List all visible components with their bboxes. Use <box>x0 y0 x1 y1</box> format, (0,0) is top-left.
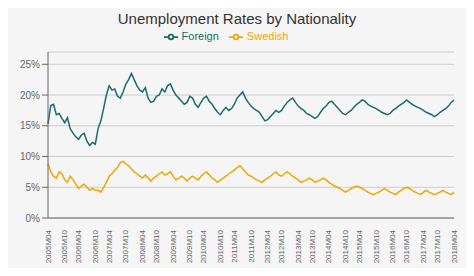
svg-text:2010M04: 2010M04 <box>199 229 208 263</box>
svg-text:20%: 20% <box>20 90 40 101</box>
svg-text:2017M10: 2017M10 <box>433 229 442 263</box>
svg-text:25%: 25% <box>20 59 40 70</box>
svg-text:2009M10: 2009M10 <box>185 229 194 263</box>
svg-text:2008M04: 2008M04 <box>138 229 147 263</box>
svg-text:2010M10: 2010M10 <box>216 229 225 263</box>
svg-text:2005M04: 2005M04 <box>44 229 53 263</box>
svg-text:2011M04: 2011M04 <box>230 229 239 262</box>
html-text:Swedish: Swedish <box>246 30 289 42</box>
svg-text:2011M10: 2011M10 <box>247 229 256 262</box>
svg-text:2007M04: 2007M04 <box>105 229 114 263</box>
svg-text:2006M10: 2006M10 <box>91 229 100 263</box>
svg-text:2014M10: 2014M10 <box>341 229 350 263</box>
svg-text:2015M10: 2015M10 <box>372 229 381 263</box>
svg-text:2007M10: 2007M10 <box>121 229 130 263</box>
svg-text:2016M04: 2016M04 <box>388 229 397 263</box>
html-text:Foreign: Foreign <box>181 30 219 42</box>
svg-text:2018M04: 2018M04 <box>450 229 459 263</box>
svg-text:2017M04: 2017M04 <box>419 229 428 263</box>
svg-text:2013M04: 2013M04 <box>294 229 303 263</box>
svg-text:10%: 10% <box>20 151 40 162</box>
html-text:Unemployment Rates by National: Unemployment Rates by Nationality <box>117 10 357 27</box>
svg-text:0%: 0% <box>26 213 41 224</box>
svg-text:2015M04: 2015M04 <box>355 229 364 263</box>
svg-text:2009M04: 2009M04 <box>169 229 178 263</box>
svg-text:2008M10: 2008M10 <box>152 229 161 263</box>
svg-text:2016M10: 2016M10 <box>402 229 411 263</box>
svg-text:2012M04: 2012M04 <box>263 229 272 263</box>
svg-text:2005M10: 2005M10 <box>60 229 69 263</box>
svg-text:15%: 15% <box>20 120 40 131</box>
svg-text:2012M10: 2012M10 <box>277 229 286 263</box>
svg-text:2013M10: 2013M10 <box>308 229 317 263</box>
svg-text:5%: 5% <box>26 182 41 193</box>
svg-text:2014M04: 2014M04 <box>324 229 333 263</box>
svg-text:2006M04: 2006M04 <box>74 229 83 263</box>
